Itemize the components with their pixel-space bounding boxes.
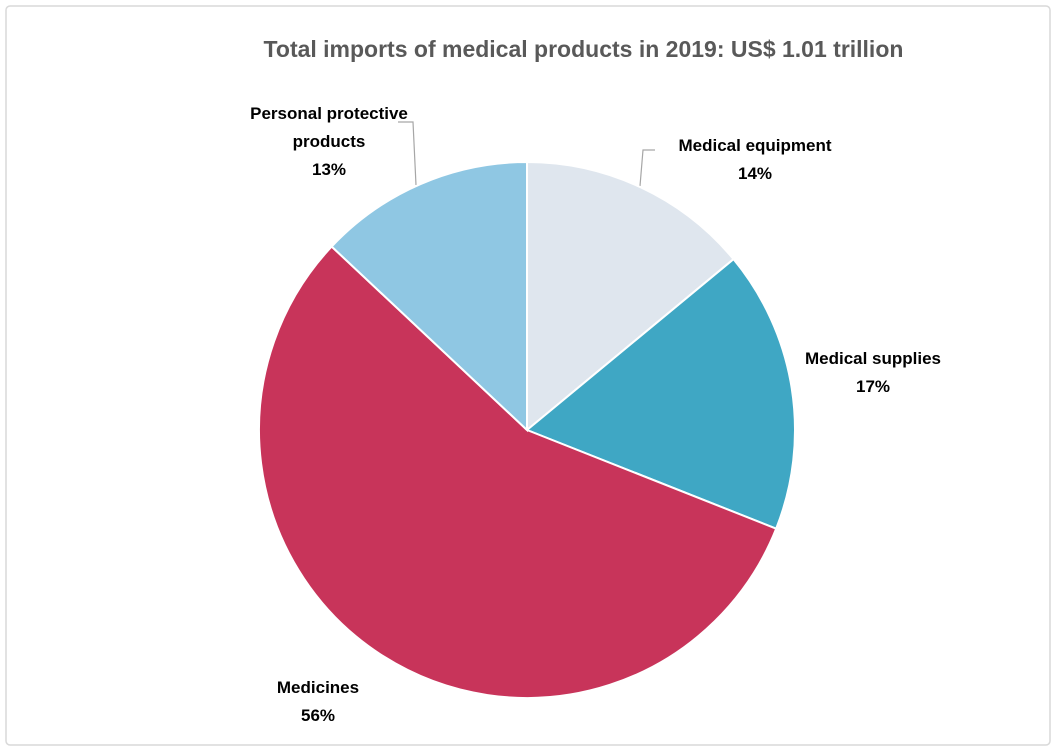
slice-label: Medical supplies — [768, 345, 978, 373]
value-label: 13% — [224, 156, 434, 184]
value-label: 17% — [768, 373, 978, 401]
slice-label: Medicines — [213, 674, 423, 702]
slice-label: Personal protective products — [224, 100, 434, 156]
chart-title: Total imports of medical products in 201… — [0, 36, 1057, 63]
slice-label: Medical equipment — [650, 132, 860, 160]
chart: Total imports of medical products in 201… — [0, 0, 1057, 751]
value-label: 56% — [213, 702, 423, 730]
value-label: 14% — [650, 160, 860, 188]
